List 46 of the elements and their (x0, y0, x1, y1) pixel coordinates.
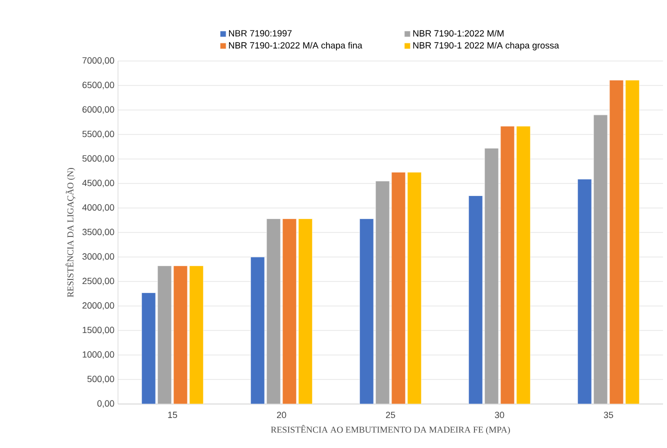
bar (609, 80, 624, 404)
y-tick-label: 2500,00 (82, 278, 114, 286)
bar (250, 256, 265, 404)
y-tick-label: 7000,00 (82, 57, 114, 65)
bar (173, 266, 188, 404)
bar (468, 196, 483, 404)
bar (298, 218, 313, 404)
y-tick-label: 500,00 (87, 376, 114, 384)
legend-label: NBR 7190-1 2022 M/A chapa grossa (413, 42, 560, 50)
y-tick-label: 1000,00 (82, 351, 114, 359)
y-axis-title: RESISTÊNCIA DA LIGAÇÃO (N) (66, 168, 76, 298)
y-tick-label: 6500,00 (82, 82, 114, 90)
x-tick-label: 20 (276, 412, 286, 418)
bar (141, 292, 156, 404)
bar (391, 172, 406, 404)
x-tick-label: 30 (494, 412, 504, 418)
bar (189, 266, 204, 404)
y-tick-label: 4500,00 (82, 180, 114, 188)
bar (500, 126, 515, 404)
y-tick-label: 6000,00 (82, 106, 114, 114)
legend-label: NBR 7190-1:2022 M/A chapa fina (229, 42, 362, 50)
y-tick-label: 5000,00 (82, 155, 114, 163)
bar (625, 80, 640, 404)
bar (484, 148, 499, 404)
y-tick-label: 5500,00 (82, 130, 114, 138)
legend-label: NBR 7190-1:2022 M/M (413, 30, 504, 37)
x-tick-label: 35 (604, 412, 614, 418)
x-tick-label: 25 (386, 412, 396, 418)
bar (516, 126, 531, 404)
y-tick-label: 3500,00 (82, 228, 114, 236)
x-axis-title: RESISTÊNCIA AO EMBUTIMENTO DA MADEIRA FE (MPA) (270, 424, 510, 435)
bar (266, 218, 281, 404)
bar (593, 114, 608, 404)
bar (407, 172, 422, 404)
y-tick-label: 0,00 (97, 400, 114, 408)
y-tick-label: 3000,00 (82, 253, 114, 261)
y-tick-label: 4000,00 (82, 204, 114, 212)
bar (577, 178, 592, 404)
bar (375, 180, 390, 404)
bar (282, 218, 297, 404)
legend-label: NBR 7190:1997 (229, 30, 292, 36)
y-tick-label: 1500,00 (82, 326, 114, 334)
bar (157, 266, 172, 404)
y-tick-label: 2000,00 (82, 302, 114, 310)
bar (359, 218, 374, 404)
x-tick-label: 15 (168, 412, 178, 418)
